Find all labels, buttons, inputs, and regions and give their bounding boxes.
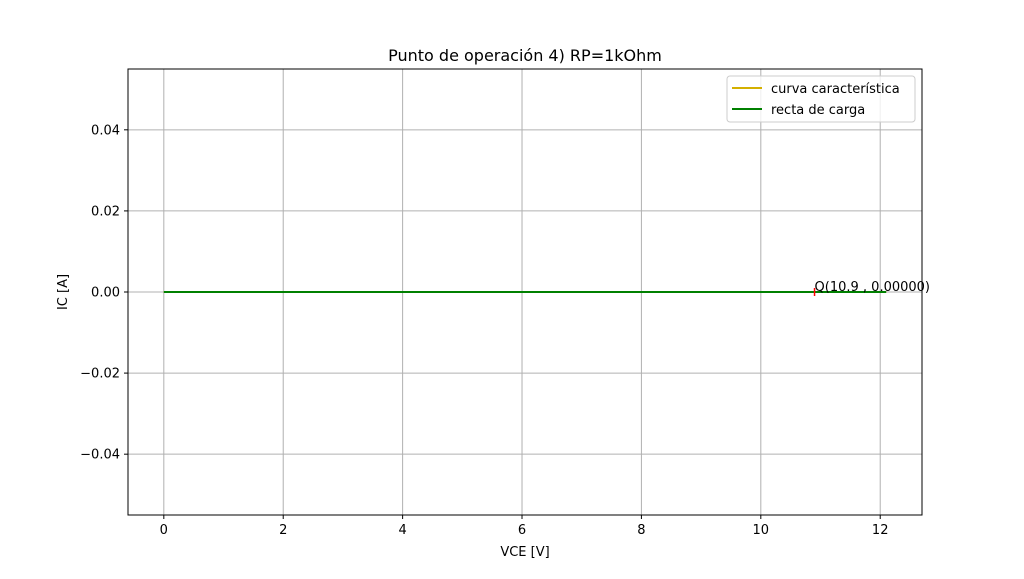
y-tick-label: −0.04	[80, 448, 120, 463]
x-tick-label: 10	[753, 523, 770, 538]
x-tick-label: 2	[279, 523, 287, 538]
y-axis-ticks: −0.04 −0.02 0.00 0.02 0.04	[80, 123, 128, 463]
x-tick-label: 12	[872, 523, 889, 538]
chart-title: Punto de operación 4) RP=1kOhm	[388, 46, 662, 65]
legend: curva característica recta de carga	[726, 75, 916, 123]
y-tick-label: 0.04	[91, 123, 120, 138]
operating-point-label: Q(10.9 , 0.00000)	[815, 280, 930, 295]
x-axis-ticks: 0 2 4 6 8 10 12	[160, 515, 889, 538]
legend-label-recta: recta de carga	[771, 103, 865, 118]
y-tick-label: −0.02	[80, 367, 120, 382]
y-axis-label: IC [A]	[56, 274, 71, 310]
y-tick-label: 0.02	[91, 204, 120, 219]
y-tick-label: 0.00	[91, 286, 120, 301]
legend-label-curva: curva característica	[771, 82, 900, 97]
x-tick-label: 8	[637, 523, 645, 538]
x-tick-label: 4	[398, 523, 406, 538]
x-axis-label: VCE [V]	[500, 545, 549, 560]
x-tick-label: 6	[518, 523, 526, 538]
operating-point: Q(10.9 , 0.00000)	[813, 280, 930, 296]
x-tick-label: 0	[160, 523, 168, 538]
legend-box	[726, 75, 916, 123]
